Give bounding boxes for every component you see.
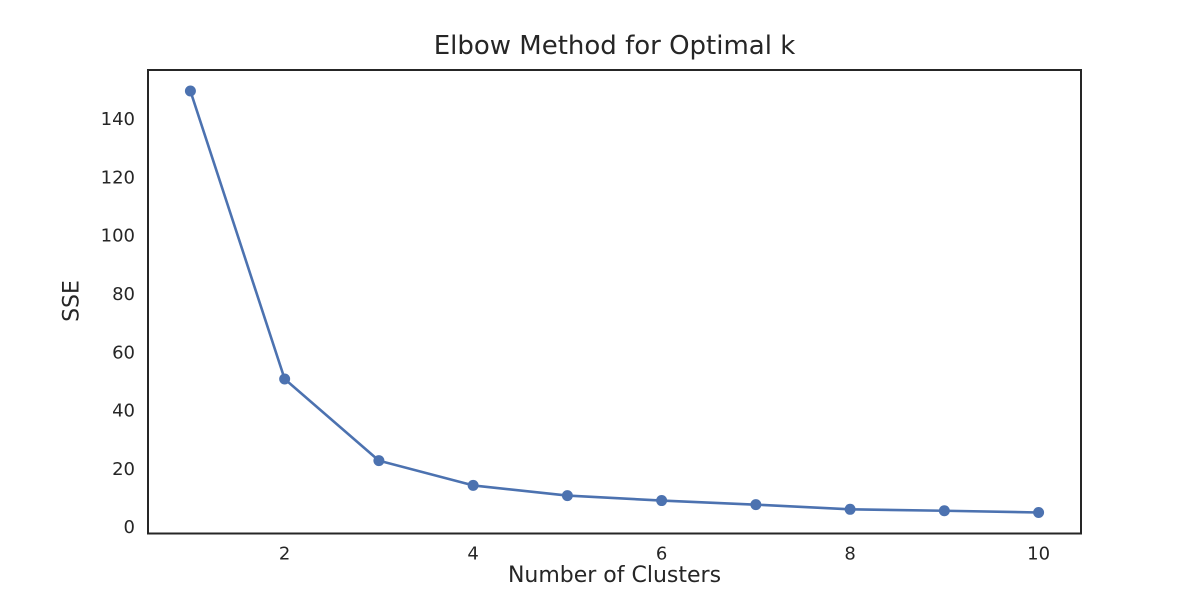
x-tick-label: 6 [656,544,667,565]
y-tick-label: 80 [112,284,135,305]
data-point-k2 [279,373,291,385]
data-point-k4 [467,479,479,491]
y-axis-label: SSE [59,280,85,322]
x-tick-label: 10 [1027,544,1050,565]
chart-title: Elbow Method for Optimal k [433,31,796,61]
y-tick-label: 20 [112,459,135,480]
axes-spines [147,69,1082,535]
x-tick-label: 2 [279,544,290,565]
y-tick-label: 100 [101,226,135,247]
x-tick-label: 4 [467,544,478,565]
x-axis-label: Number of Clusters [507,563,722,588]
x-tick-label: 8 [844,544,855,565]
data-point-k7 [750,499,762,511]
y-tick-label: 60 [112,342,135,363]
data-point-k9 [938,505,950,517]
data-point-k3 [373,455,385,467]
data-point-k5 [561,490,573,502]
sse-line [189,89,1040,514]
data-point-k10 [1033,507,1045,519]
y-tick-label: 0 [124,517,135,538]
y-tick-label: 140 [101,109,135,130]
data-point-k8 [844,503,856,515]
data-point-k1 [184,85,196,97]
y-tick-label: 40 [112,401,135,422]
y-tick-label: 120 [101,167,135,188]
data-point-k6 [656,495,668,507]
